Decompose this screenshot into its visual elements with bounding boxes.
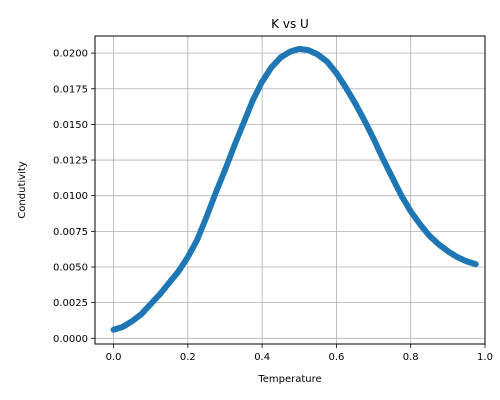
x-tick-label: 0.8 <box>403 352 419 363</box>
y-tick-label: 0.0175 <box>53 84 88 95</box>
y-axis-title: Condutivity <box>17 161 28 218</box>
chart-title: K vs U <box>271 17 309 31</box>
y-tick-label: 0.0025 <box>53 298 88 309</box>
y-tick-label: 0.0125 <box>53 156 88 167</box>
x-tick-label: 1.0 <box>477 352 493 363</box>
ticks: 0.0 0.2 0.4 0.6 0.8 1.0 0.0000 0.0025 0.0050 0.00… <box>53 49 493 363</box>
plot-frame <box>94 35 486 345</box>
x-tick-label: 0.4 <box>254 352 270 363</box>
data-points <box>110 45 479 333</box>
x-tick-label: 0.6 <box>328 352 344 363</box>
data-point <box>472 261 479 268</box>
x-tick-label: 0.2 <box>180 352 196 363</box>
y-tick-label: 0.0000 <box>53 334 88 345</box>
y-tick-label: 0.0150 <box>53 120 88 131</box>
x-axis-title: Temperature <box>257 374 321 385</box>
x-tick-label: 0.0 <box>106 352 122 363</box>
y-tick-label: 0.0050 <box>53 263 88 274</box>
y-tick-label: 0.0100 <box>53 191 88 202</box>
y-tick-label: 0.0200 <box>53 49 88 60</box>
y-tick-label: 0.0075 <box>53 227 88 238</box>
